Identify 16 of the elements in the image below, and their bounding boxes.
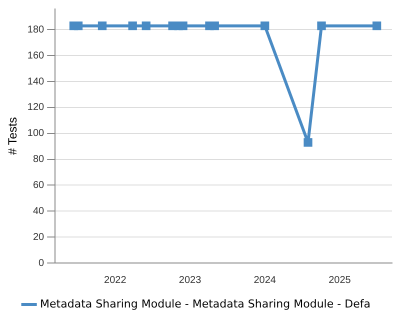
y-tick-label: 60: [32, 180, 45, 191]
y-tick-label: 0: [38, 258, 45, 269]
y-tick-label: 20: [32, 232, 45, 243]
legend-label: Metadata Sharing Module - Metadata Sharing Module - Defa: [40, 297, 370, 310]
y-tick-label: 180: [27, 24, 45, 36]
y-tick-label: 160: [27, 50, 45, 62]
y-tick-label: 140: [27, 76, 45, 88]
x-tick-label: 2022: [104, 274, 127, 286]
y-tick-label: 100: [27, 128, 45, 140]
x-tick-label: 2023: [178, 274, 202, 286]
x-tick-label: 2025: [328, 274, 352, 286]
y-axis-title: # Tests: [6, 117, 20, 155]
y-tick-label: 120: [27, 102, 45, 114]
x-tick-label: 2024: [254, 274, 276, 286]
y-tick-label: 80: [32, 154, 45, 166]
y-tick-label: 40: [32, 206, 45, 217]
